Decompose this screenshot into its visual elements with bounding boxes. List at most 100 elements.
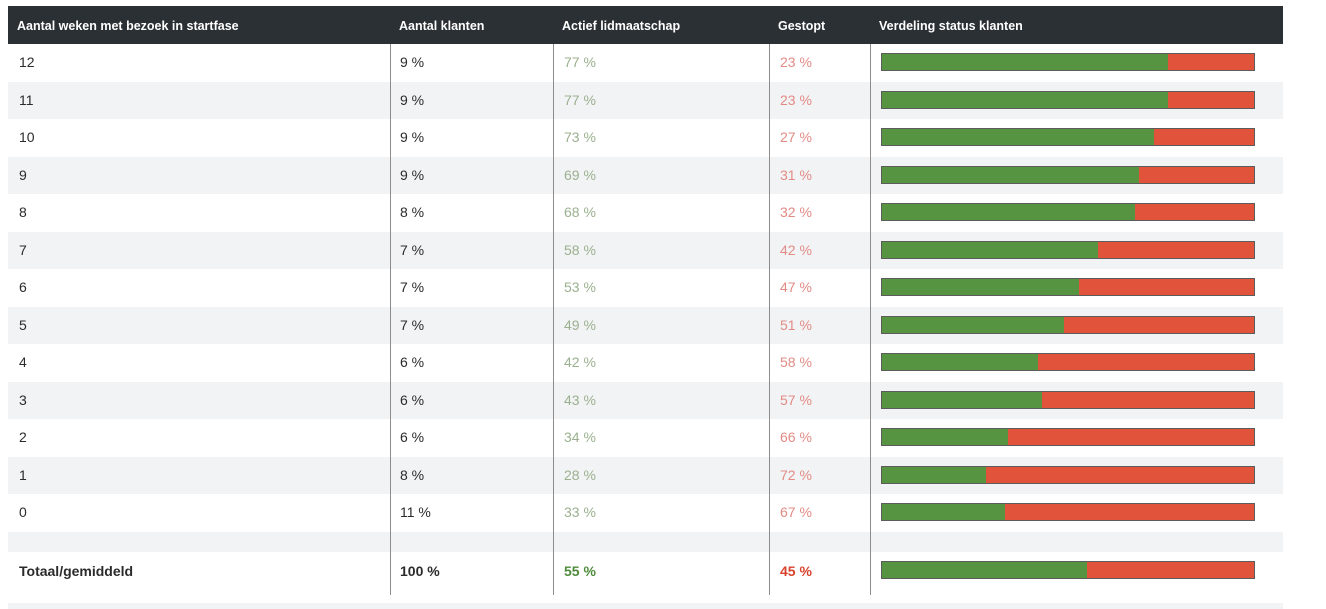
- spacer-row: [8, 531, 1283, 552]
- active-cell: 34 %: [564, 429, 596, 445]
- stopped-cell: 45 %: [780, 562, 812, 579]
- active-segment: [882, 54, 1169, 70]
- active-cell: 77 %: [564, 54, 596, 70]
- stopped-cell: 58 %: [780, 354, 812, 370]
- stopped-cell: 42 %: [780, 241, 812, 258]
- table-row: 5 7 % 49 % 51 %: [8, 306, 1283, 344]
- clients-cell: 6 %: [400, 354, 425, 370]
- stopped-cell: 27 %: [780, 129, 812, 145]
- status-bar: [881, 560, 1255, 579]
- clients-cell: 100 %: [400, 562, 440, 579]
- clients-cell: 11 %: [400, 504, 431, 520]
- table-footer-strip: [8, 603, 1283, 609]
- clients-cell: 8 %: [400, 204, 425, 220]
- status-bar: [881, 53, 1255, 71]
- stopped-segment: [1064, 316, 1254, 333]
- weeks-cell: 7: [19, 241, 27, 258]
- stopped-segment: [1153, 129, 1254, 145]
- status-bar: [881, 428, 1255, 446]
- clients-cell: 6 %: [400, 429, 425, 445]
- clients-cell: 6 %: [400, 391, 425, 408]
- status-bar: [881, 503, 1255, 521]
- table-header: Aantal weken met bezoek in startfase Aan…: [8, 6, 1283, 44]
- table-row: 11 9 % 77 % 23 %: [8, 81, 1283, 119]
- table-row: 6 7 % 53 % 47 %: [8, 269, 1283, 307]
- clients-cell: 9 %: [400, 129, 425, 145]
- weeks-cell: 5: [19, 316, 27, 333]
- active-segment: [882, 91, 1169, 108]
- active-cell: 73 %: [564, 129, 596, 145]
- clients-cell: 9 %: [400, 54, 425, 70]
- stopped-cell: 23 %: [780, 54, 812, 70]
- stopped-segment: [1041, 391, 1254, 408]
- active-segment: [882, 129, 1154, 145]
- table-row: 8 8 % 68 % 32 %: [8, 194, 1283, 232]
- weeks-cell: 12: [19, 54, 35, 70]
- clients-cell: 9 %: [400, 91, 425, 108]
- weeks-cell: 6: [19, 279, 27, 295]
- active-segment: [882, 466, 987, 483]
- stopped-cell: 51 %: [780, 316, 812, 333]
- clients-cell: 7 %: [400, 241, 425, 258]
- stopped-segment: [1004, 504, 1254, 520]
- weeks-cell: 4: [19, 354, 27, 370]
- stopped-segment: [986, 466, 1254, 483]
- clients-cell: 7 %: [400, 316, 425, 333]
- status-bar: [881, 353, 1255, 371]
- weeks-cell: 0: [19, 504, 27, 520]
- weeks-cell: 2: [19, 429, 27, 445]
- active-segment: [882, 166, 1139, 183]
- table-row: 12 9 % 77 % 23 %: [8, 44, 1283, 82]
- active-segment: [882, 316, 1065, 333]
- stopped-segment: [1168, 91, 1254, 108]
- status-bar: [881, 315, 1255, 334]
- active-cell: 77 %: [564, 91, 596, 108]
- table-row: 1 8 % 28 % 72 %: [8, 456, 1283, 494]
- active-cell: 55 %: [564, 562, 596, 579]
- active-cell: 69 %: [564, 166, 596, 183]
- weeks-cell: 8: [19, 204, 27, 220]
- status-bar: [881, 203, 1255, 221]
- active-cell: 53 %: [564, 279, 596, 295]
- header-weeks: Aantal weken met bezoek in startfase: [17, 19, 239, 33]
- stopped-segment: [1086, 561, 1254, 578]
- active-cell: 68 %: [564, 204, 596, 220]
- stopped-segment: [1168, 54, 1254, 70]
- status-bar: [881, 165, 1255, 184]
- column-divider: [553, 44, 554, 595]
- active-segment: [882, 354, 1039, 370]
- stopped-segment: [1134, 204, 1254, 220]
- stopped-cell: 72 %: [780, 466, 812, 483]
- active-segment: [882, 391, 1042, 408]
- table-row: 2 6 % 34 % 66 %: [8, 419, 1283, 457]
- status-bar: [881, 128, 1255, 146]
- column-divider: [769, 44, 770, 595]
- header-clients: Aantal klanten: [399, 19, 485, 33]
- status-bar: [881, 390, 1255, 409]
- stopped-segment: [1097, 241, 1254, 258]
- active-segment: [882, 204, 1135, 220]
- active-cell: 42 %: [564, 354, 596, 370]
- weeks-cell: Totaal/gemiddeld: [19, 562, 134, 579]
- active-segment: [882, 504, 1005, 520]
- column-divider: [870, 44, 871, 595]
- stopped-cell: 66 %: [780, 429, 812, 445]
- table-row: 10 9 % 73 % 27 %: [8, 119, 1283, 157]
- status-bar: [881, 90, 1255, 109]
- stopped-segment: [1008, 429, 1254, 445]
- table-row: 3 6 % 43 % 57 %: [8, 381, 1283, 419]
- weeks-cell: 9: [19, 166, 27, 183]
- active-cell: 33 %: [564, 504, 596, 520]
- active-segment: [882, 429, 1009, 445]
- status-bar: [881, 240, 1255, 259]
- stopped-cell: 23 %: [780, 91, 812, 108]
- stopped-cell: 67 %: [780, 504, 812, 520]
- header-distribution: Verdeling status klanten: [879, 19, 1023, 33]
- data-table: Aantal weken met bezoek in startfase Aan…: [8, 6, 1283, 609]
- active-segment: [882, 561, 1087, 578]
- table-row: 7 7 % 58 % 42 %: [8, 231, 1283, 269]
- stopped-cell: 57 %: [780, 391, 812, 408]
- weeks-cell: 10: [19, 129, 35, 145]
- table-row: 4 6 % 42 % 58 %: [8, 344, 1283, 382]
- clients-cell: 7 %: [400, 279, 425, 295]
